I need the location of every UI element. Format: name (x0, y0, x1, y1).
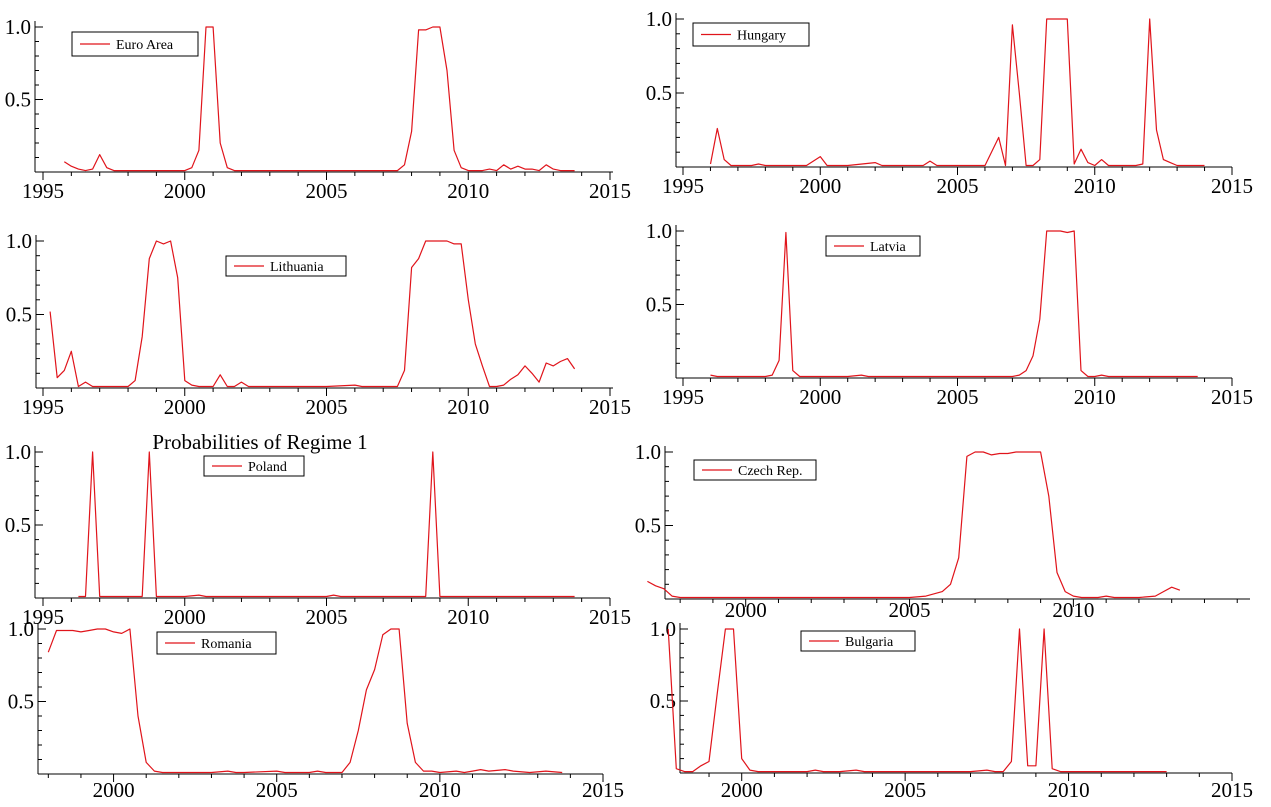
x-tick-label: 2005 (306, 605, 348, 629)
x-tick-label: 2010 (1048, 778, 1090, 802)
y-tick-label: 1.0 (646, 7, 672, 31)
legend-box (692, 22, 810, 47)
x-tick-label: 1995 (662, 174, 704, 198)
x-tick-label: 2015 (589, 605, 631, 629)
series-line (49, 240, 576, 388)
x-tick-label: 2015 (582, 778, 624, 802)
series-line (710, 230, 1198, 378)
chart-panel: 1995 2000 2005 2010 2015 0.5 1.0 Hungary (646, 7, 1253, 198)
x-tick-label: 2005 (256, 778, 298, 802)
x-tick-label: 2005 (889, 598, 931, 622)
x-tick-label: 2005 (884, 778, 926, 802)
x-tick-label: 2010 (447, 605, 489, 629)
legend-label: Romania (201, 637, 252, 652)
x-tick-label: 2015 (1211, 778, 1253, 802)
chart-panel: 1995 2000 2005 2010 2015 0.5 1.0 Lithuania (6, 229, 631, 419)
x-tick-label: 2015 (1211, 174, 1253, 198)
legend-box (225, 255, 347, 277)
y-tick-label: 0.5 (646, 81, 672, 105)
x-tick-label: 2005 (937, 174, 979, 198)
series-line (667, 628, 1167, 773)
x-tick-label: 1995 (22, 179, 64, 203)
legend-label: Czech Rep. (738, 464, 803, 479)
legend-box (693, 459, 817, 481)
legend-box (203, 455, 305, 477)
chart-panel: 1995 2000 2005 2010 2015 0.5 1.0 Latvia (646, 219, 1253, 409)
y-tick-label: 1.0 (5, 15, 31, 39)
legend-label: Euro Area (116, 38, 174, 53)
x-tick-label: 1995 (22, 605, 64, 629)
legend-label: Latvia (870, 240, 907, 255)
x-tick-label: 2010 (447, 395, 489, 419)
y-tick-label: 0.5 (646, 293, 672, 317)
figure-title: Probabilities of Regime 1 (152, 430, 367, 454)
x-tick-label: 2005 (937, 385, 979, 409)
x-tick-label: 2015 (589, 179, 631, 203)
y-tick-label: 1.0 (646, 219, 672, 243)
y-tick-label: 0.5 (635, 514, 661, 538)
y-tick-label: 0.5 (5, 513, 31, 537)
series-line (647, 451, 1181, 599)
x-tick-label: 1995 (22, 395, 64, 419)
legend-label: Lithuania (270, 260, 324, 275)
y-tick-label: 0.5 (8, 690, 34, 714)
chart-panel: 1995 2000 2005 2010 2015 0.5 1.0 Poland (5, 440, 631, 629)
x-tick-label: 2000 (93, 778, 135, 802)
x-tick-label: 2010 (1074, 385, 1116, 409)
y-tick-label: 1.0 (650, 617, 676, 641)
x-tick-label: 2000 (164, 605, 206, 629)
x-tick-label: 2015 (589, 395, 631, 419)
chart-panel: 2000 2005 2010 0.5 1.0 Czech Rep. (635, 440, 1250, 622)
series-line (709, 18, 1205, 167)
series-line (47, 628, 563, 774)
legend-label: Poland (248, 460, 287, 475)
y-tick-label: 0.5 (5, 88, 31, 112)
x-tick-label: 2010 (1052, 598, 1094, 622)
series-line (63, 26, 575, 172)
legend-box (156, 631, 277, 655)
x-tick-label: 2000 (799, 174, 841, 198)
legend-label: Hungary (737, 29, 786, 44)
chart-panel: 1995 2000 2005 2010 2015 0.5 1.0 Euro Area (5, 15, 631, 203)
x-tick-label: 2005 (306, 179, 348, 203)
legend-label: Bulgaria (845, 635, 894, 650)
legend-box (825, 235, 921, 257)
x-tick-label: 2015 (1211, 385, 1253, 409)
x-tick-label: 2000 (164, 395, 206, 419)
x-tick-label: 2010 (419, 778, 461, 802)
x-tick-label: 1995 (662, 385, 704, 409)
chart-panel: 2000 2005 2010 2015 0.5 1.0 Romania (8, 617, 624, 802)
x-tick-label: 2010 (1074, 174, 1116, 198)
x-tick-label: 2005 (306, 395, 348, 419)
x-tick-label: 2010 (447, 179, 489, 203)
y-tick-label: 1.0 (5, 440, 31, 464)
y-tick-label: 1.0 (8, 617, 34, 641)
x-tick-label: 2000 (799, 385, 841, 409)
x-tick-label: 2000 (164, 179, 206, 203)
x-tick-label: 2000 (721, 778, 763, 802)
x-tick-label: 2000 (725, 598, 767, 622)
y-tick-label: 1.0 (635, 440, 661, 464)
y-tick-label: 0.5 (6, 303, 32, 327)
y-tick-label: 1.0 (6, 229, 32, 253)
legend-box (800, 630, 916, 652)
series-line (78, 451, 575, 598)
